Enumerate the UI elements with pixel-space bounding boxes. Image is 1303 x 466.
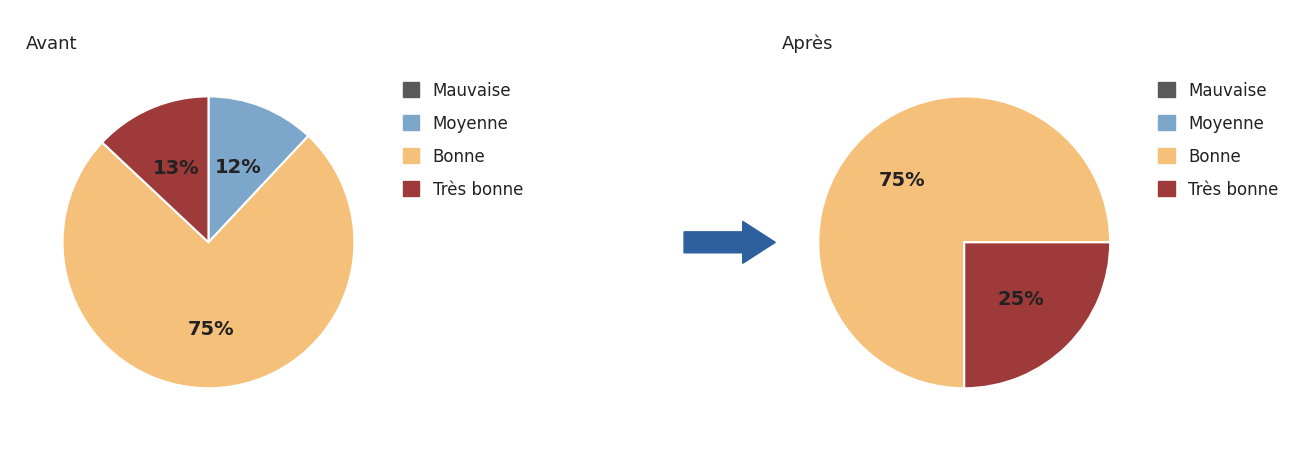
Legend: Mauvaise, Moyenne, Bonne, Très bonne: Mauvaise, Moyenne, Bonne, Très bonne (399, 78, 526, 202)
Text: 13%: 13% (154, 159, 199, 178)
Wedge shape (208, 96, 309, 242)
Wedge shape (63, 136, 354, 388)
Wedge shape (818, 96, 1110, 388)
Text: 25%: 25% (998, 289, 1044, 308)
Text: 75%: 75% (188, 320, 235, 339)
Text: 75%: 75% (880, 171, 925, 190)
Wedge shape (102, 96, 208, 242)
Text: Après: Après (782, 34, 834, 53)
Text: 12%: 12% (215, 158, 262, 177)
Wedge shape (964, 242, 1110, 388)
Text: Avant: Avant (26, 35, 78, 53)
Legend: Mauvaise, Moyenne, Bonne, Très bonne: Mauvaise, Moyenne, Bonne, Très bonne (1154, 78, 1282, 202)
